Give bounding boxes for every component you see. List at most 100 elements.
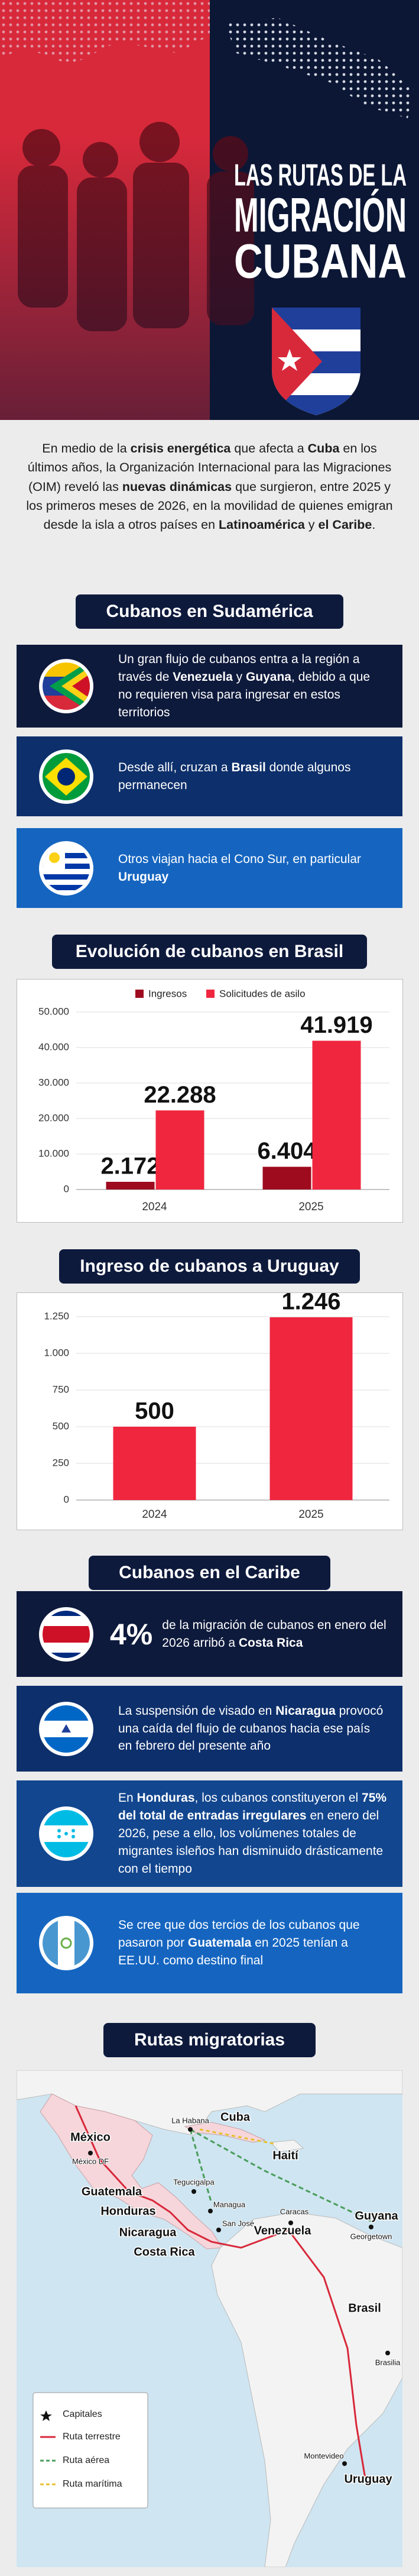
y-tick-label: 40.000 xyxy=(38,1041,69,1052)
bar xyxy=(269,1317,353,1500)
text: . xyxy=(372,518,376,532)
info-card: Otros viajan hacia el Cono Sur, en parti… xyxy=(17,828,402,908)
bar xyxy=(312,1040,361,1190)
route-map: México México DF La Habana Cuba Haití Guatema… xyxy=(17,2070,402,2567)
text: , los cubanos constituyeron el xyxy=(194,1791,362,1805)
capital-label: México DF xyxy=(72,2157,109,2165)
value-label: 2.172 xyxy=(100,1153,160,1179)
card-text: La suspensión de visado en Nicaragua pro… xyxy=(118,1702,387,1755)
bold-text: Honduras xyxy=(137,1791,195,1805)
text: , debido a que no requieren visa para in… xyxy=(118,670,371,719)
text: que afecta a xyxy=(230,441,308,455)
text: Desde allí, cruzan a xyxy=(118,760,232,774)
country-label: Haití xyxy=(272,2149,299,2162)
text: y xyxy=(304,518,319,532)
legend-label: Ingresos xyxy=(148,988,187,999)
legend-label: Solicitudes de asilo xyxy=(219,988,306,999)
bold-text: el Caribe xyxy=(318,518,372,532)
text: provocó una caída del flujo de cubanos h… xyxy=(118,1704,384,1753)
hero: LAS RUTAS DE LA MIGRACIÓN CUBANA xyxy=(0,0,419,420)
y-tick-label: 20.000 xyxy=(38,1112,69,1123)
legend-label: Ruta terrestre xyxy=(63,2432,121,2442)
section-title: Rutas migratorias xyxy=(103,2023,316,2057)
flag-icon xyxy=(39,1916,93,1970)
flag-icon xyxy=(39,1701,93,1756)
text: en enero del 2026, pese a ello, los volú… xyxy=(118,1809,384,1876)
flag-icon xyxy=(39,841,93,896)
value-label: 41.919 xyxy=(300,1012,372,1038)
bold-text: Uruguay xyxy=(118,870,169,884)
text: en los últimos años, la Organización Int… xyxy=(27,441,392,494)
text: En xyxy=(118,1791,137,1805)
title-line: CUBANA xyxy=(234,235,407,289)
country-label: México xyxy=(70,2131,111,2144)
title-line: LAS RUTAS DE LA xyxy=(234,159,407,193)
flag-icon xyxy=(39,659,93,713)
legend-label: Ruta aérea xyxy=(63,2455,109,2465)
bold-text: Venezuela xyxy=(173,670,233,684)
section-title: Cubanos en el Caribe xyxy=(89,1556,330,1590)
country-label: Cuba xyxy=(220,2110,251,2123)
x-tick-label: 2025 xyxy=(298,1201,323,1213)
bar-chart: 0 250 500 750 1.000 1.250 2024 500 2025 1.246 xyxy=(17,1292,403,1530)
y-tick-label: 50.000 xyxy=(38,1006,69,1017)
bar-chart: 0 10.000 20.000 30.000 40.000 50.000 Ingresos S… xyxy=(17,979,403,1223)
chart-title: Ingreso de cubanos a Uruguay xyxy=(59,1249,360,1284)
bold-text: Guyana xyxy=(245,670,291,684)
bold-text: Nicaragua xyxy=(275,1704,336,1718)
text: Un gran flujo de cubanos entra a la regi… xyxy=(118,652,360,684)
x-tick-label: 2024 xyxy=(142,1508,167,1521)
card-text: de la migración de cubanos en enero del … xyxy=(162,1617,386,1652)
country-label: Brasil xyxy=(348,2302,381,2315)
card-text: En Honduras, los cubanos constituyeron e… xyxy=(118,1789,387,1877)
y-tick-label: 0 xyxy=(64,1183,69,1194)
text: Otros viajan hacia el Cono Sur, en parti… xyxy=(118,852,361,866)
text: donde algunos permanecen xyxy=(118,760,351,792)
country-label: Nicaragua xyxy=(119,2226,177,2239)
country-label: Guatemala xyxy=(82,2185,142,2198)
bar xyxy=(155,1110,204,1190)
bar xyxy=(106,1181,155,1190)
text: que surgieron, entre 2025 y los primeros… xyxy=(26,479,393,532)
text: y xyxy=(232,670,246,684)
info-card: 4% de la migración de cubanos en enero d… xyxy=(17,1591,402,1677)
info-card: Un gran flujo de cubanos entra a la regi… xyxy=(17,645,402,728)
y-tick-label: 0 xyxy=(64,1494,69,1505)
value-label: 22.288 xyxy=(144,1082,216,1108)
text: en 2025 tenían a EE.UU. como destino fin… xyxy=(118,1936,348,1967)
capital-label: Managua xyxy=(213,2200,246,2209)
legend-swatch xyxy=(206,990,215,998)
bold-text: 75% del total de entradas irregulares xyxy=(118,1791,387,1823)
bold-text: Costa Rica xyxy=(238,1636,303,1650)
bold-text: Brasil xyxy=(231,760,266,774)
info-card: Se cree que dos tercios de los cubanos q… xyxy=(17,1893,402,1993)
flag-icon xyxy=(39,1806,93,1861)
country-label: Venezuela xyxy=(254,2224,312,2237)
y-tick-label: 500 xyxy=(53,1420,69,1431)
country-label: Costa Rica xyxy=(134,2245,195,2258)
y-tick-label: 750 xyxy=(53,1384,69,1395)
capital-label: Montevideo xyxy=(304,2451,343,2460)
intro-text: En medio de la crisis energética que afe… xyxy=(21,439,398,534)
bar xyxy=(262,1166,311,1190)
bold-text: crisis energética xyxy=(130,441,231,455)
flag-icon xyxy=(39,749,93,804)
country-label: Guyana xyxy=(355,2209,398,2222)
title-line: MIGRACIÓN xyxy=(234,189,407,243)
legend-label: Capitales xyxy=(63,2409,102,2419)
y-tick-label: 250 xyxy=(53,1457,69,1468)
text: La suspensión de visado en xyxy=(118,1704,276,1718)
cuba-flag xyxy=(272,308,360,415)
highlight-figure: 4% xyxy=(110,1617,153,1651)
bold-text: Guatemala xyxy=(187,1936,252,1950)
capital-label: La Habana xyxy=(171,2116,209,2125)
card-text: Se cree que dos tercios de los cubanos q… xyxy=(118,1916,387,1969)
y-tick-label: 30.000 xyxy=(38,1077,69,1088)
text: de la migración de cubanos en enero del … xyxy=(162,1618,386,1650)
flag-icon xyxy=(39,1607,93,1662)
x-tick-label: 2024 xyxy=(142,1201,167,1213)
value-label: 6.404 xyxy=(257,1138,317,1164)
bar xyxy=(113,1427,196,1500)
bold-text: Cuba xyxy=(307,441,340,455)
